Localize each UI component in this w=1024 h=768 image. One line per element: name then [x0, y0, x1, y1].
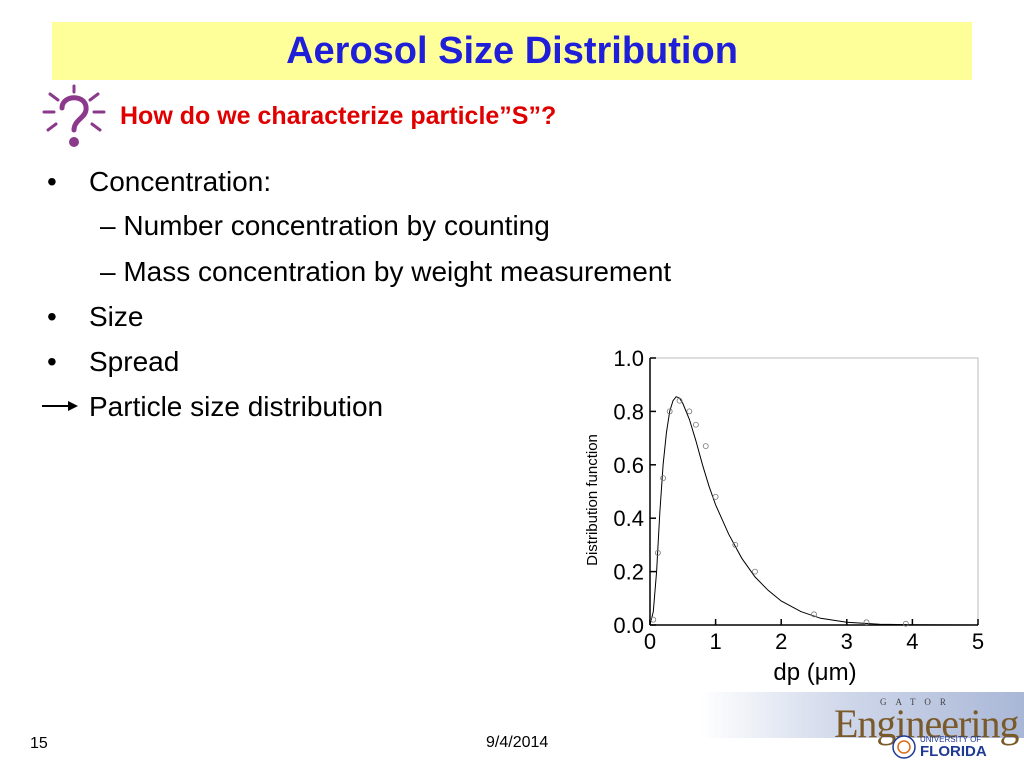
- data-point: [732, 541, 739, 548]
- data-point: [666, 408, 673, 415]
- bullet-text: Concentration:: [89, 166, 272, 197]
- plot-frame: [649, 357, 979, 626]
- x-tick-label: 2: [775, 629, 787, 654]
- uf-seal-icon: [892, 735, 916, 759]
- y-tick-label: 0.2: [613, 560, 644, 585]
- data-point: [676, 397, 683, 404]
- uf-florida: FLORIDA: [920, 743, 987, 760]
- y-tick-label: 0.6: [613, 453, 644, 478]
- right-arrow-icon: [42, 401, 78, 411]
- data-point: [686, 408, 693, 415]
- data-point: [654, 550, 661, 556]
- x-tick-label: 0: [644, 629, 656, 654]
- bullet-text: Spread: [89, 346, 180, 377]
- logo-band: [700, 692, 1024, 738]
- bullet-concentration: • Concentration:: [47, 166, 272, 197]
- y-axis-label: Distribution function: [584, 434, 601, 566]
- data-point: [752, 568, 758, 575]
- data-point: [902, 620, 909, 627]
- uf-wordmark: UNIVERSITY OF FLORIDA: [920, 735, 987, 760]
- y-tick-label: 1.0: [613, 346, 644, 371]
- data-point: [811, 611, 817, 618]
- data-point: [702, 443, 709, 450]
- subbullet-number-concentration: – Number concentration by counting: [100, 210, 550, 241]
- subbullet-mass-concentration: – Mass concentration by weight measureme…: [100, 256, 672, 287]
- data-point: [863, 619, 870, 626]
- data-point: [693, 421, 699, 428]
- distribution-curve: [649, 396, 979, 626]
- logo-engineering-text: Engineering: [834, 701, 1019, 746]
- uf-university-of: UNIVERSITY OF: [920, 735, 982, 744]
- bullet-text: Size: [89, 301, 144, 332]
- bullet-spread: • Spread: [47, 346, 180, 377]
- bullet-particle-size-distribution: Particle size distribution: [89, 391, 384, 422]
- logo-gator-text: GATOR: [880, 697, 955, 707]
- y-tick-label: 0.8: [613, 399, 644, 424]
- size-distribution-chart: 0.0 0.2 0.4 0.6 0.8 1.0 0 1 2 3 4 5 Distribution f…: [584, 346, 984, 686]
- x-tick-label: 3: [841, 629, 853, 654]
- question-thinker-icon: [42, 84, 106, 147]
- data-point: [712, 493, 719, 500]
- y-tick-label: 0.4: [613, 506, 644, 531]
- y-tick-label: 0.0: [613, 613, 644, 638]
- slide-number: 15: [30, 735, 48, 752]
- bullet-dot: •: [47, 166, 57, 197]
- slide-subtitle: How do we characterize particle”S”?: [120, 102, 557, 130]
- data-point: [660, 475, 667, 482]
- title-banner: Aerosol Size Distribution: [52, 22, 972, 80]
- bullet-size: • Size: [47, 301, 144, 332]
- x-tick-label: 1: [709, 629, 721, 654]
- x-tick-label: 5: [972, 629, 984, 654]
- bullet-dot: •: [47, 301, 57, 332]
- x-tick-label: 4: [906, 629, 918, 654]
- x-axis-label: dp (μm): [773, 659, 856, 686]
- data-point: [650, 616, 657, 623]
- slide-title: Aerosol Size Distribution: [286, 29, 738, 72]
- bullet-dot: •: [47, 346, 57, 377]
- slide-date: 9/4/2014: [486, 734, 549, 751]
